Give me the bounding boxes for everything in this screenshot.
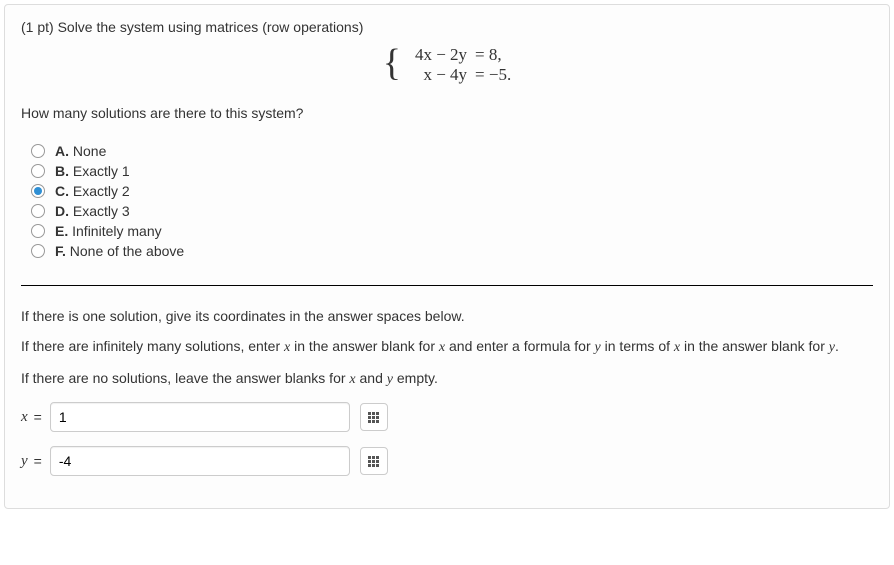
eq1-lhs: 4x − 2y [405, 45, 467, 65]
eq2-lhs: x − 4y [405, 65, 467, 85]
radio-button[interactable] [31, 184, 45, 198]
y-input[interactable] [50, 446, 350, 476]
keypad-button-y[interactable] [360, 447, 388, 475]
option-text: Infinitely many [72, 223, 161, 239]
option-letter: E. [55, 223, 72, 239]
option-row[interactable]: D. Exactly 3 [31, 203, 873, 219]
option-row[interactable]: A. None [31, 143, 873, 159]
option-label: D. Exactly 3 [55, 203, 130, 219]
option-text: None [73, 143, 106, 159]
radio-button[interactable] [31, 204, 45, 218]
eq2-rhs: = −5. [475, 65, 511, 85]
instruction-line-1: If there is one solution, give its coord… [21, 308, 873, 324]
answer-row-y: y = [21, 446, 873, 476]
option-text: None of the above [70, 243, 184, 259]
option-letter: A. [55, 143, 73, 159]
instruction-line-2: If there are infinitely many solutions, … [21, 338, 873, 356]
radio-button[interactable] [31, 224, 45, 238]
x-label: x [21, 409, 28, 426]
instruction-line-3: If there are no solutions, leave the ans… [21, 370, 873, 388]
radio-button[interactable] [31, 164, 45, 178]
option-letter: D. [55, 203, 73, 219]
sub-question: How many solutions are there to this sys… [21, 105, 873, 121]
option-label: C. Exactly 2 [55, 183, 130, 199]
keypad-icon [368, 412, 379, 423]
option-letter: C. [55, 183, 73, 199]
option-text: Exactly 1 [73, 163, 130, 179]
option-label: E. Infinitely many [55, 223, 162, 239]
y-label: y [21, 453, 28, 470]
option-row[interactable]: C. Exactly 2 [31, 183, 873, 199]
answer-row-x: x = [21, 402, 873, 432]
option-row[interactable]: B. Exactly 1 [31, 163, 873, 179]
keypad-button-x[interactable] [360, 403, 388, 431]
option-letter: B. [55, 163, 73, 179]
option-row[interactable]: F. None of the above [31, 243, 873, 259]
y-eq-sign: = [34, 453, 42, 469]
question-panel: (1 pt) Solve the system using matrices (… [4, 4, 890, 509]
option-label: F. None of the above [55, 243, 184, 259]
option-label: A. None [55, 143, 106, 159]
x-eq-sign: = [34, 409, 42, 425]
eq1-rhs: = 8, [475, 45, 502, 65]
options-group: A. NoneB. Exactly 1C. Exactly 2D. Exactl… [31, 143, 873, 259]
left-brace: { [383, 44, 401, 82]
radio-button[interactable] [31, 144, 45, 158]
option-letter: F. [55, 243, 70, 259]
option-row[interactable]: E. Infinitely many [31, 223, 873, 239]
divider [21, 285, 873, 286]
equation-system: { 4x − 2y = 8, x − 4y = −5. [21, 45, 873, 85]
option-text: Exactly 2 [73, 183, 130, 199]
option-label: B. Exactly 1 [55, 163, 130, 179]
option-text: Exactly 3 [73, 203, 130, 219]
keypad-icon [368, 456, 379, 467]
radio-button[interactable] [31, 244, 45, 258]
question-prompt: (1 pt) Solve the system using matrices (… [21, 19, 873, 35]
x-input[interactable] [50, 402, 350, 432]
instructions: If there is one solution, give its coord… [21, 308, 873, 388]
